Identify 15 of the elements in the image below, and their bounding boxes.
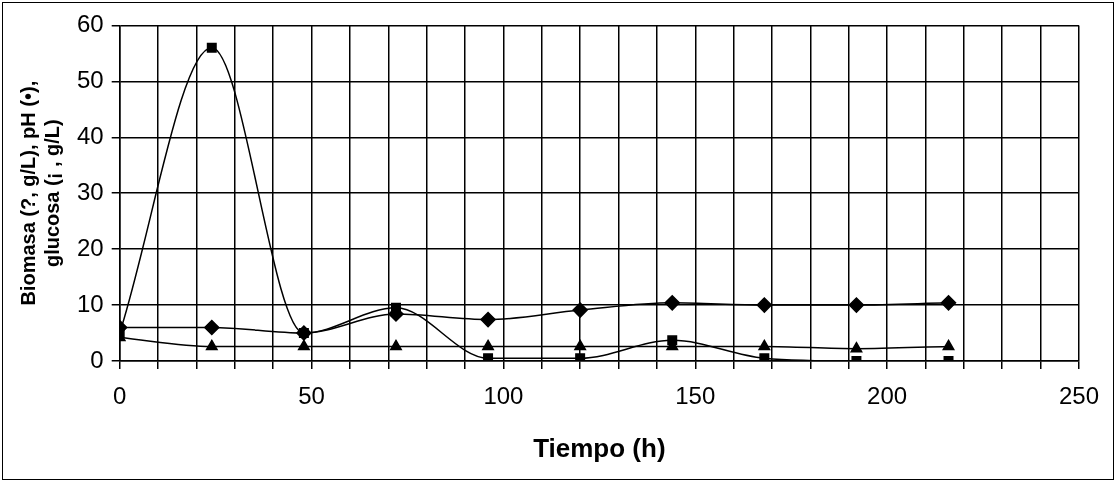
y-tick-label: 40 bbox=[76, 121, 104, 149]
y-tick-label: 30 bbox=[76, 177, 104, 205]
y-tick-label: 20 bbox=[76, 233, 104, 261]
x-tick-label: 0 bbox=[113, 382, 127, 410]
y-tick-label: 0 bbox=[90, 345, 104, 373]
x-tick-label: 150 bbox=[675, 382, 716, 410]
x-tick-label: 200 bbox=[867, 382, 908, 410]
x-tick-label: 50 bbox=[298, 382, 325, 410]
y-tick-label: 50 bbox=[76, 65, 104, 93]
x-tick-label: 100 bbox=[483, 382, 524, 410]
x-tick-label: 250 bbox=[1058, 382, 1099, 410]
x-axis-title: Tiempo (h) bbox=[533, 432, 666, 463]
y-tick-label: 60 bbox=[76, 10, 104, 38]
y-axis-title: Biomasa (?, g/L), pH (•), glucosa (¡ , g/L) bbox=[16, 80, 63, 306]
y-tick-label: 10 bbox=[76, 289, 104, 317]
